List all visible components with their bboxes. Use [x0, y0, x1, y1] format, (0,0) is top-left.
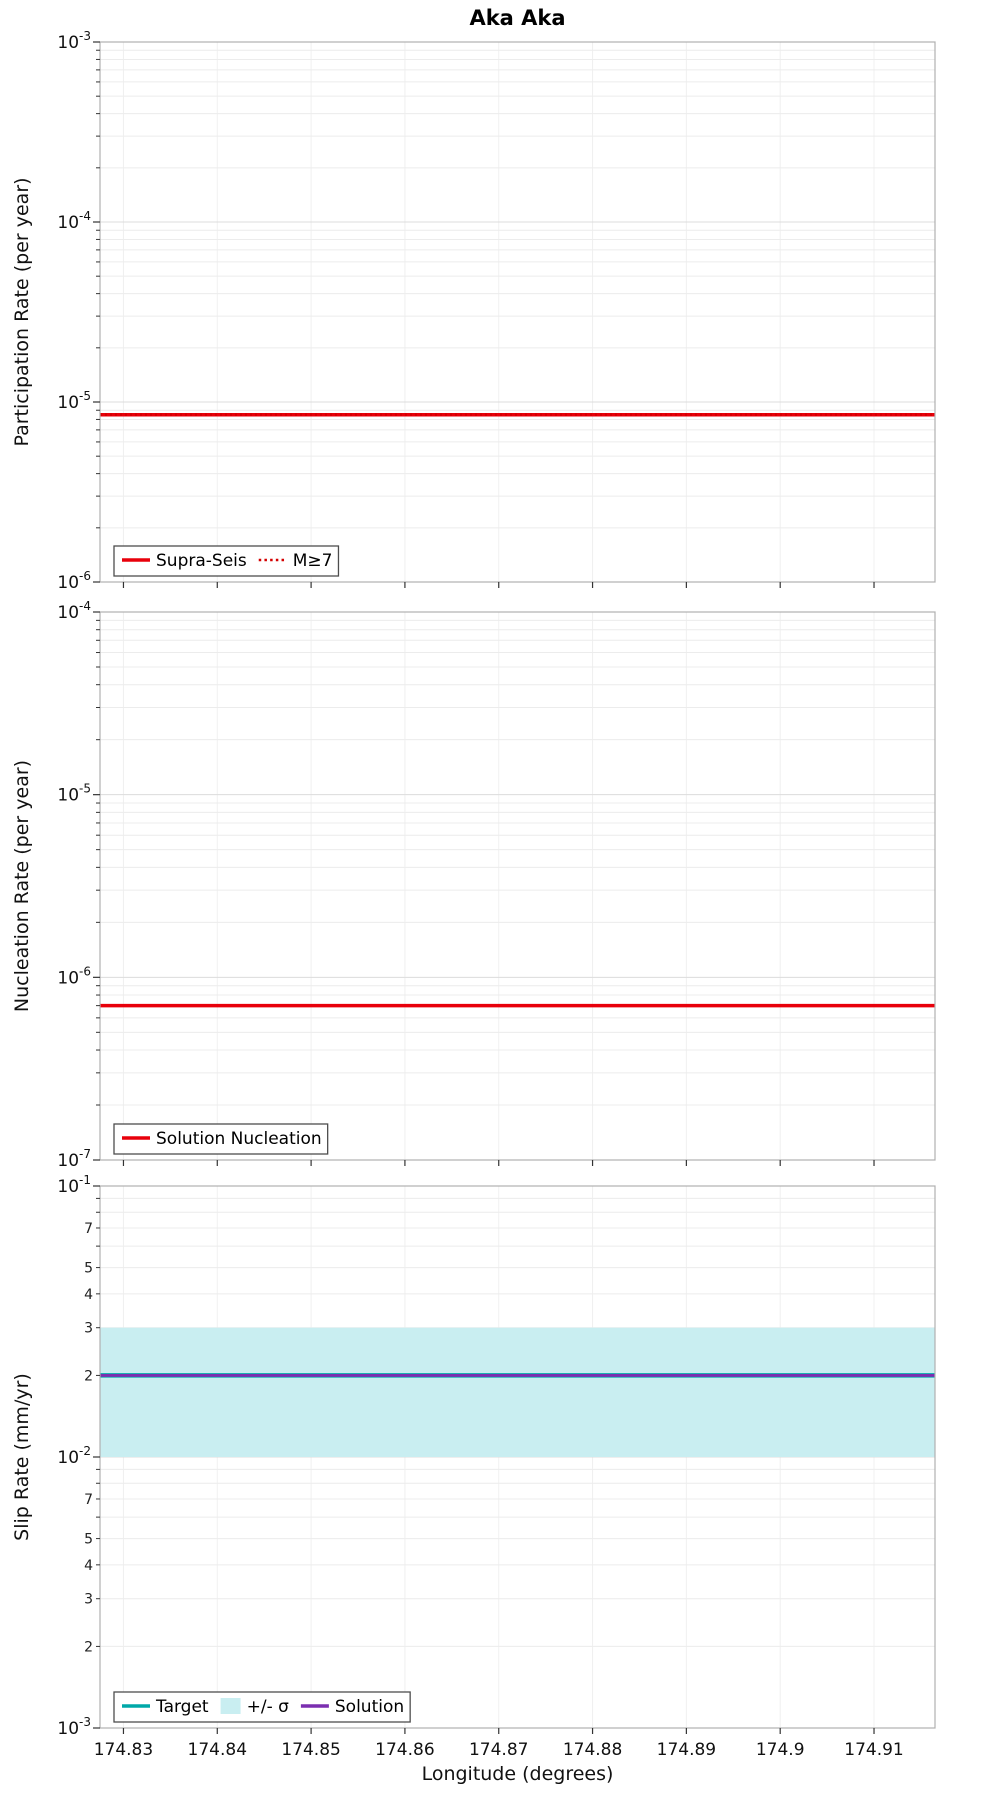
y-tick-label: 10-6: [57, 964, 91, 988]
panel-2: 10-3 2 3 4 5 7 10-2 2 3 4 5 7 10-1 174.83 174.84 174.85…: [11, 1173, 936, 1760]
x-tick-label: 174.89: [657, 1740, 716, 1760]
legend-box: [113, 1691, 411, 1723]
y-tick-label: 10-2: [57, 1444, 91, 1468]
y-minor-tick-label: 3: [84, 1321, 93, 1337]
chart-title: Aka Aka: [469, 6, 566, 30]
x-tick-label: 174.86: [375, 1740, 434, 1760]
y-tick-label: 10-5: [57, 389, 91, 413]
legend-label: +/- σ: [247, 1697, 290, 1717]
y-tick-label: 10-4: [57, 209, 91, 233]
legend: Solution Nucleation: [113, 1123, 329, 1155]
y-minor-tick-label: 5: [84, 1261, 93, 1277]
legend-patch-sample: [220, 1698, 241, 1714]
panel-1: 10-7 10-6 10-5 10-4 Nucleation Rate (per yea…: [11, 599, 936, 1171]
x-tick-label: 174.91: [844, 1740, 903, 1760]
y-minor-tick-label: 7: [84, 1492, 93, 1508]
legend: Supra-Seis M≥7: [113, 545, 340, 577]
x-tick-label: 174.83: [94, 1740, 153, 1760]
panel-0: 10-6 10-5 10-4 10-3 Participation Rate (per …: [11, 29, 936, 593]
x-tick-label: 174.87: [469, 1740, 528, 1760]
plot-area: [100, 42, 935, 582]
y-minor-tick-label: 2: [84, 1639, 93, 1655]
x-tick-label: 174.85: [281, 1740, 340, 1760]
x-tick-label: 174.88: [563, 1740, 622, 1760]
y-tick-label: 10-4: [57, 599, 91, 623]
y-axis-label: Slip Rate (mm/yr): [11, 1373, 33, 1541]
y-tick-label: 10-5: [57, 782, 91, 806]
y-minor-tick-label: 2: [84, 1368, 93, 1384]
legend-label: Solution Nucleation: [156, 1129, 322, 1149]
y-minor-tick-label: 5: [84, 1532, 93, 1548]
plot-area: [100, 612, 935, 1160]
x-axis-label: Longitude (degrees): [421, 1763, 614, 1785]
legend: Target +/- σ Solution: [113, 1691, 411, 1723]
x-tick-label: 174.84: [188, 1740, 247, 1760]
y-tick-label: 10-3: [57, 1715, 91, 1739]
y-tick-label: 10-1: [57, 1173, 91, 1197]
y-minor-tick-label: 3: [84, 1592, 93, 1608]
y-minor-tick-label: 4: [84, 1287, 93, 1303]
plot-frame: [99, 41, 936, 583]
y-tick-label: 10-7: [57, 1147, 91, 1171]
y-tick-label: 10-3: [57, 29, 91, 53]
sigma-band: [100, 1327, 935, 1457]
legend-label: Solution: [335, 1697, 404, 1717]
legend-label: Supra-Seis: [156, 551, 247, 571]
y-tick-label: 10-6: [57, 569, 91, 593]
y-axis-label: Participation Rate (per year): [11, 177, 33, 446]
x-tick-label: 174.9: [756, 1740, 805, 1760]
legend-label: Target: [155, 1697, 209, 1717]
y-axis-label: Nucleation Rate (per year): [11, 760, 33, 1012]
y-minor-tick-label: 7: [84, 1221, 93, 1237]
y-minor-tick-label: 4: [84, 1558, 93, 1574]
legend-label: M≥7: [293, 551, 333, 571]
plot-frame: [99, 611, 936, 1161]
legend-box: [113, 545, 340, 577]
